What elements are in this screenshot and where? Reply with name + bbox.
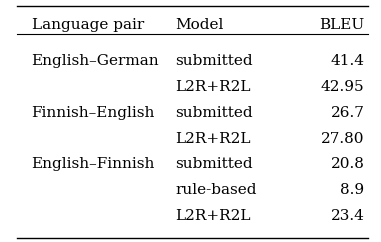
Text: rule-based: rule-based [175,183,257,197]
Text: English–Finnish: English–Finnish [32,157,155,171]
Text: Model: Model [175,18,224,32]
Text: L2R+R2L: L2R+R2L [175,80,251,94]
Text: L2R+R2L: L2R+R2L [175,209,251,223]
Text: BLEU: BLEU [319,18,365,32]
Text: submitted: submitted [175,157,253,171]
Text: 42.95: 42.95 [321,80,365,94]
Text: English–German: English–German [32,54,159,68]
Text: 20.8: 20.8 [331,157,365,171]
Text: Language pair: Language pair [32,18,144,32]
Text: 8.9: 8.9 [340,183,365,197]
Text: 41.4: 41.4 [330,54,365,68]
Text: Finnish–English: Finnish–English [32,106,155,120]
Text: 23.4: 23.4 [331,209,365,223]
Text: submitted: submitted [175,106,253,120]
Text: submitted: submitted [175,54,253,68]
Text: 27.80: 27.80 [321,131,365,145]
Text: 26.7: 26.7 [331,106,365,120]
Text: L2R+R2L: L2R+R2L [175,131,251,145]
